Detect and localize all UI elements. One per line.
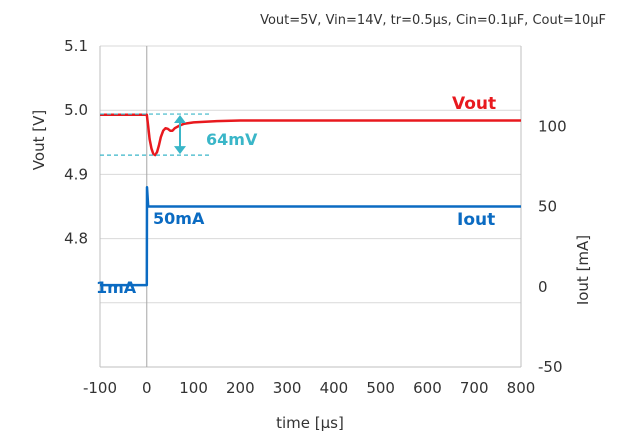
iout-step-high-label: 50mA [153, 209, 205, 228]
y-left-tick-label: 5.0 [64, 101, 88, 119]
vout-dip-label: 64mV [206, 130, 258, 149]
y-right-tick-label: 100 [538, 117, 567, 135]
x-tick-label: 800 [507, 379, 536, 397]
y-axis-title-left: Vout [V] [30, 110, 48, 170]
annotations: Vout Iout 50mA 1mA 64mV [96, 94, 496, 297]
vout-series-label: Vout [452, 94, 496, 114]
iout-step-low-label: 1mA [96, 278, 137, 297]
x-axis-title: time [μs] [276, 414, 344, 432]
iout-series-label: Iout [457, 210, 495, 230]
x-tick-label: 700 [460, 379, 489, 397]
y-right-tick-label: -50 [538, 358, 563, 376]
y-right-tick-label: 0 [538, 278, 548, 296]
y-left-tick-label: 5.1 [64, 37, 88, 55]
y-left-tick-label: 4.8 [64, 230, 88, 248]
series-line-iout [100, 185, 521, 287]
y-left-tick-label: 4.9 [64, 165, 88, 183]
x-tick-label: 100 [179, 379, 208, 397]
y-right-tick-label: 50 [538, 198, 557, 216]
y-axis-title-right: Iout [mA] [574, 235, 592, 305]
dip-arrow-up [174, 115, 186, 124]
test-conditions: Vout=5V, Vin=14V, tr=0.5μs, Cin=0.1μF, C… [260, 13, 606, 28]
series-lines [100, 113, 521, 287]
series-line-vout [100, 113, 521, 157]
x-tick-label: 300 [273, 379, 302, 397]
x-tick-label: 0 [142, 379, 152, 397]
x-tick-label: -100 [83, 379, 117, 397]
x-tick-label: 200 [226, 379, 255, 397]
tick-labels: -100 0 100 200 300 400 500 600 700 8005.15.04.94.… [64, 37, 567, 397]
x-tick-label: 500 [366, 379, 395, 397]
x-tick-label: 600 [413, 379, 442, 397]
dip-arrow-down [174, 146, 186, 155]
x-tick-label: 400 [320, 379, 349, 397]
